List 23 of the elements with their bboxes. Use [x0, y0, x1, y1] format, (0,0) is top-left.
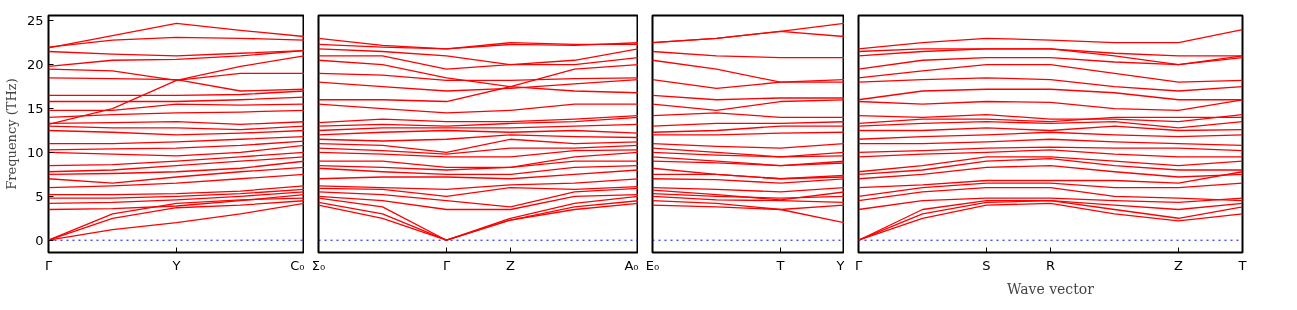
y-tick-label: 15 [26, 101, 44, 117]
x-tick-label: Γ [44, 257, 53, 273]
x-tick-label: Z [506, 257, 516, 273]
x-tick-label: Z [1174, 257, 1184, 273]
x-tick-label: A₀ [624, 257, 639, 273]
y-tick-label: 5 [35, 188, 44, 204]
y-tick-label: 10 [26, 144, 44, 160]
y-tick-label: 25 [26, 13, 44, 29]
y-axis-title: Frequency (THz) [3, 78, 19, 190]
x-tick-label: Y [171, 257, 181, 273]
x-tick-label: T [1237, 257, 1247, 273]
x-tick-label: C₀ [290, 257, 305, 273]
x-tick-label: Σ₀ [311, 257, 326, 273]
x-tick-label: E₀ [645, 257, 660, 273]
x-tick-label: Γ [442, 257, 451, 273]
y-tick-label: 0 [35, 232, 44, 248]
x-tick-label: Γ [854, 257, 863, 273]
x-tick-label: Y [835, 257, 845, 273]
x-tick-label: T [775, 257, 785, 273]
x-tick-label: S [982, 257, 991, 273]
x-tick-label: R [1045, 257, 1056, 273]
x-axis-title: Wave vector [1007, 280, 1095, 297]
y-tick-label: 20 [26, 57, 44, 73]
